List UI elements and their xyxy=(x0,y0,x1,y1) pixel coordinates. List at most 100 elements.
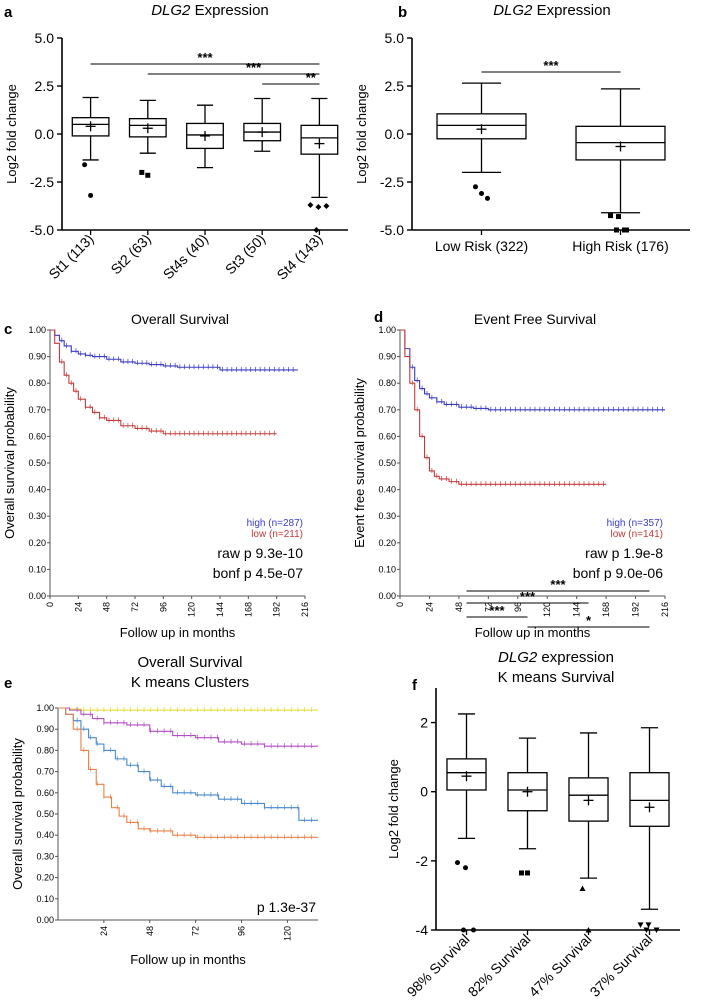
x-tick-label: 24 xyxy=(73,602,83,612)
chart-title: Event Free Survival xyxy=(474,311,596,327)
panel-letter-c: c xyxy=(4,321,12,338)
box-4 xyxy=(300,97,339,233)
x-tick-label: 96 xyxy=(513,602,523,612)
y-tick-label: 0.50 xyxy=(378,458,396,468)
significance-label: *** xyxy=(246,60,262,75)
significance-label: ** xyxy=(306,70,317,85)
y-tick-label: 0.90 xyxy=(36,724,54,734)
legend-entry: high (n=287) xyxy=(247,518,303,529)
chart-title-rest: expression xyxy=(537,649,614,666)
outlier-point xyxy=(608,213,613,219)
category-label: 82% Survival xyxy=(465,931,534,1000)
y-tick-label: 0.80 xyxy=(36,745,54,755)
chart-title-italic: DLG2 xyxy=(151,2,191,19)
survival-curve xyxy=(58,707,318,821)
panel-a: 5.0 2.5 0.0 -2.5 -5.0 Log2 fold change St1 (11… xyxy=(4,30,348,283)
legend-entry: low (n=211) xyxy=(251,529,303,540)
outlier-point xyxy=(463,865,468,871)
chart-title-italic: DLG2 xyxy=(493,2,533,19)
category-label: St4s (40) xyxy=(160,231,211,282)
x-tick-label: 0 xyxy=(45,602,55,607)
y-tick-label: 2.5 xyxy=(385,78,405,94)
chart-subtitle: K means Survival xyxy=(498,669,615,686)
category-label: St2 (63) xyxy=(107,231,154,278)
survival-curve xyxy=(400,329,665,411)
x-tick-label: 120 xyxy=(282,926,292,941)
outlier-point xyxy=(637,922,644,928)
category-label: Low Risk (322) xyxy=(435,238,528,254)
y-tick-label: 0.30 xyxy=(378,511,396,521)
y-tick-label: 0.80 xyxy=(378,378,396,388)
y-tick-label: 0.90 xyxy=(28,352,46,362)
significance-label: *** xyxy=(489,603,505,618)
outlier-point xyxy=(616,214,621,220)
survival-curve xyxy=(58,707,318,838)
x-tick-label: 48 xyxy=(145,926,155,936)
significance-label: *** xyxy=(520,589,536,604)
y-tick-label: 1.00 xyxy=(378,325,396,335)
stat-text: raw p 1.9e-8 xyxy=(585,545,663,561)
outlier-point xyxy=(471,927,476,933)
x-tick-label: 48 xyxy=(454,602,464,612)
survival-curve xyxy=(50,329,298,371)
stat-text: p 1.3e-37 xyxy=(257,899,316,915)
significance-label: *** xyxy=(543,58,559,73)
category-label: St4 (143) xyxy=(273,231,325,283)
y-tick-label: 0.00 xyxy=(36,915,54,925)
panel-letter-f: f xyxy=(412,677,418,694)
y-tick-label: 0 xyxy=(420,784,428,800)
chart-title: DLG2 Expression xyxy=(151,2,269,19)
box-1 xyxy=(575,88,666,233)
survival-curve xyxy=(400,329,607,485)
y-tick-label: 0.20 xyxy=(36,873,54,883)
chart-title: DLG2 Expression xyxy=(493,2,611,19)
panel-letter-a: a xyxy=(4,4,13,21)
survival-curve xyxy=(50,329,277,435)
panel-letter-b: b xyxy=(398,4,407,21)
x-tick-label: 216 xyxy=(300,602,310,617)
outlier-point xyxy=(645,922,652,928)
box-2 xyxy=(568,732,609,933)
chart-title-rest: Expression xyxy=(190,2,268,19)
y-tick-label: 2 xyxy=(420,715,428,731)
legend-entry: low (n=141) xyxy=(610,529,663,540)
outlier-point xyxy=(579,885,586,892)
outlier-point xyxy=(479,191,484,197)
outlier-point xyxy=(622,227,627,233)
x-axis-label: Follow up in months xyxy=(130,952,246,967)
category-label: St3 (50) xyxy=(222,231,269,278)
panel-e: 1.00 0.90 0.80 0.70 0.60 0.50 0.40 0.30 0.20 0.10… xyxy=(10,703,318,967)
stat-text: bonf p 4.5e-07 xyxy=(213,565,304,581)
x-tick-label: 120 xyxy=(542,602,552,617)
x-tick-label: 96 xyxy=(158,602,168,612)
outlier-point xyxy=(323,203,330,209)
y-tick-label: -5.0 xyxy=(380,222,404,238)
y-tick-label: -2.5 xyxy=(380,174,404,190)
y-tick-label: 0.40 xyxy=(28,485,46,495)
panel-c: 1.00 0.90 0.80 0.70 0.60 0.50 0.40 0.30 0.20 0.10… xyxy=(2,325,310,640)
category-label: 47% Survival xyxy=(526,931,595,1000)
y-tick-label: 0.70 xyxy=(36,767,54,777)
y-tick-label: -2 xyxy=(416,853,429,869)
y-tick-label: 0.70 xyxy=(378,405,396,415)
y-axis-label: Log2 fold change xyxy=(354,84,369,184)
y-tick-label: 0.00 xyxy=(28,591,46,601)
chart-title: Overall Survival xyxy=(131,311,229,327)
box-0 xyxy=(436,82,527,201)
outlier-point xyxy=(88,192,94,198)
y-axis-label: Overall survival probability xyxy=(2,387,17,539)
outlier-point xyxy=(614,227,619,233)
category-label: 37% Survival xyxy=(587,931,656,1000)
outlier-point xyxy=(307,202,314,209)
outlier-point xyxy=(519,870,524,876)
x-tick-label: 24 xyxy=(424,602,434,612)
panel-d: 1.00 0.90 0.80 0.70 0.60 0.50 0.40 0.30 0.20 0.10… xyxy=(352,325,670,640)
significance-label: * xyxy=(586,613,592,628)
y-tick-label: 0.50 xyxy=(36,809,54,819)
outlier-point xyxy=(315,203,322,210)
x-axis-label: Follow up in months xyxy=(120,625,236,640)
y-tick-label: 0.90 xyxy=(378,352,396,362)
outlier-point xyxy=(139,169,145,175)
